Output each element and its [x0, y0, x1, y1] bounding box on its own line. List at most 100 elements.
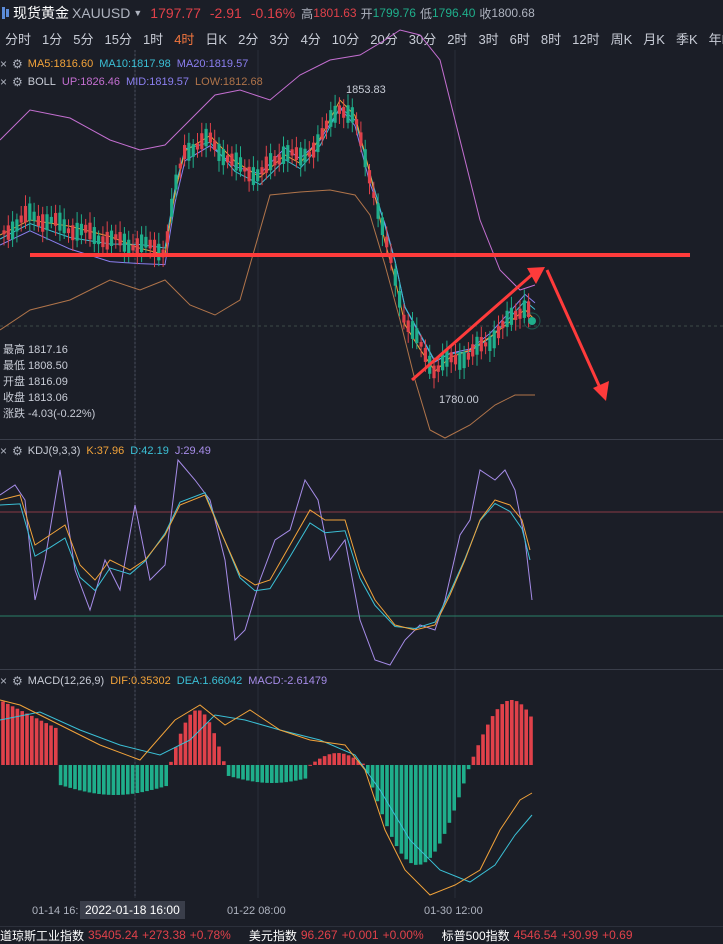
crosshair-time-label: 2022-01-18 16:00: [80, 901, 185, 919]
macd-histogram-bar: [284, 765, 288, 783]
tab-period-3[interactable]: 15分: [104, 31, 132, 47]
tab-period-14[interactable]: 3时: [478, 31, 499, 47]
gear-icon[interactable]: ⚙: [12, 75, 23, 89]
tab-period-5[interactable]: 4时: [174, 31, 195, 47]
tab-period-17[interactable]: 12时: [572, 31, 600, 47]
candle-body: [92, 227, 96, 244]
tab-period-1[interactable]: 1分: [42, 31, 63, 47]
open-label: 开: [360, 6, 373, 21]
candle-body: [251, 167, 255, 186]
tab-period-10[interactable]: 10分: [331, 31, 360, 47]
candle-body: [501, 320, 505, 329]
gear-icon[interactable]: ⚙: [12, 674, 23, 688]
macd-histogram-bar: [298, 765, 303, 780]
tab-period-8[interactable]: 3分: [269, 31, 290, 47]
macd-histogram-bar: [404, 765, 408, 860]
kdj-k-line: [0, 494, 531, 631]
high-value: 1801.63: [313, 6, 357, 20]
ma-legend: × ⚙ MA5:1816.60 MA10:1817.98 MA20:1819.5…: [0, 57, 254, 71]
candle-body: [140, 234, 144, 253]
candle-body: [376, 203, 380, 219]
macd-histogram-bar: [486, 724, 490, 765]
macd-histogram-bar: [303, 765, 308, 779]
tab-period-0[interactable]: 分时: [5, 31, 32, 47]
macd-histogram-bar: [198, 710, 202, 765]
close-icon[interactable]: ×: [0, 444, 8, 458]
macd-histogram-bar: [481, 734, 485, 765]
candle-body: [496, 326, 501, 339]
macd-histogram-bar: [342, 753, 346, 765]
macd-histogram-bar: [150, 765, 154, 790]
macd-histogram-bar: [471, 756, 476, 765]
symbol-dropdown-icon[interactable]: ▼: [133, 8, 143, 18]
instrument-name[interactable]: 现货黄金: [13, 5, 69, 21]
macd-histogram-bar: [25, 713, 29, 765]
ticker-item[interactable]: 标普500指数 4546.54 +30.99 +0.69: [442, 927, 637, 944]
tab-period-9[interactable]: 4分: [300, 31, 321, 47]
gear-icon[interactable]: ⚙: [12, 57, 23, 71]
kdj-d-line: [0, 492, 531, 629]
candle-body: [19, 215, 23, 223]
candle-body: [475, 336, 479, 355]
tab-period-21[interactable]: 年K: [708, 31, 723, 47]
candle-body: [277, 154, 281, 165]
tab-period-7[interactable]: 2分: [238, 31, 259, 47]
ticker-item[interactable]: 美元指数 96.267 +0.001 +0.00%: [249, 927, 428, 944]
macd-histogram-bar: [495, 709, 500, 765]
macd-histogram-bar: [394, 765, 399, 847]
macd-histogram-bar: [428, 765, 432, 858]
tab-period-18[interactable]: 周K: [610, 31, 633, 47]
panel-divider[interactable]: [0, 439, 723, 440]
candle-body: [109, 230, 114, 247]
tab-period-16[interactable]: 8时: [540, 31, 562, 47]
macd-histogram-bar: [442, 765, 447, 834]
ma20-value: MA20:1819.57: [176, 58, 249, 70]
kdj-j-line: [0, 458, 533, 666]
candle-body: [58, 212, 62, 231]
tab-period-2[interactable]: 5分: [73, 31, 94, 47]
macd-histogram-bar: [294, 765, 298, 781]
candle-body: [148, 239, 152, 249]
macd-histogram-bar: [524, 709, 528, 765]
tab-period-15[interactable]: 6时: [509, 31, 530, 47]
tab-period-19[interactable]: 月K: [643, 31, 665, 47]
candle-body: [333, 105, 337, 123]
candle-body: [79, 223, 83, 236]
panel-divider[interactable]: [0, 669, 723, 670]
macd-histogram-bar: [183, 722, 188, 765]
macd-histogram-bar: [164, 765, 168, 787]
candle-body: [471, 344, 475, 357]
macd-histogram-bar: [140, 765, 144, 793]
instrument-symbol[interactable]: XAUUSD: [72, 5, 131, 21]
close-icon[interactable]: ×: [0, 75, 8, 89]
gear-icon[interactable]: ⚙: [12, 444, 23, 458]
tab-period-11[interactable]: 20分: [370, 31, 398, 47]
tab-period-12[interactable]: 30分: [408, 31, 437, 47]
ticker-name: 美元指数: [248, 928, 297, 943]
macd-dea-line: [0, 711, 533, 883]
candle-body: [299, 147, 303, 166]
close-icon[interactable]: ×: [0, 674, 8, 688]
candle-body: [49, 216, 53, 224]
candle-body: [131, 244, 135, 251]
ticker-value: 96.267: [300, 928, 338, 942]
tab-period-13[interactable]: 2时: [447, 31, 468, 47]
macd-histogram-bar: [231, 765, 236, 778]
macd-histogram-bar: [370, 765, 375, 788]
tab-period-20[interactable]: 季K: [675, 31, 698, 47]
time-label: 01-14 16:: [32, 905, 79, 917]
macd-histogram-bar: [159, 765, 164, 788]
macd-histogram-bar: [121, 765, 125, 795]
boll-lower-line: [0, 189, 535, 439]
candle-body: [419, 342, 423, 347]
tab-period-4[interactable]: 1时: [142, 31, 164, 47]
trend-arrow-up-head: [527, 267, 545, 284]
macd-histogram-bar: [274, 765, 279, 783]
time-label: 01-30 12:00: [424, 905, 483, 917]
ticker-item[interactable]: 道琼斯工业指数 35405.24 +273.38 +0.78%: [0, 927, 235, 944]
close-icon[interactable]: ×: [0, 57, 8, 71]
candle-body: [157, 243, 161, 261]
kdj-name: KDJ(9,3,3): [27, 445, 81, 457]
tab-period-6[interactable]: 日K: [205, 31, 228, 47]
